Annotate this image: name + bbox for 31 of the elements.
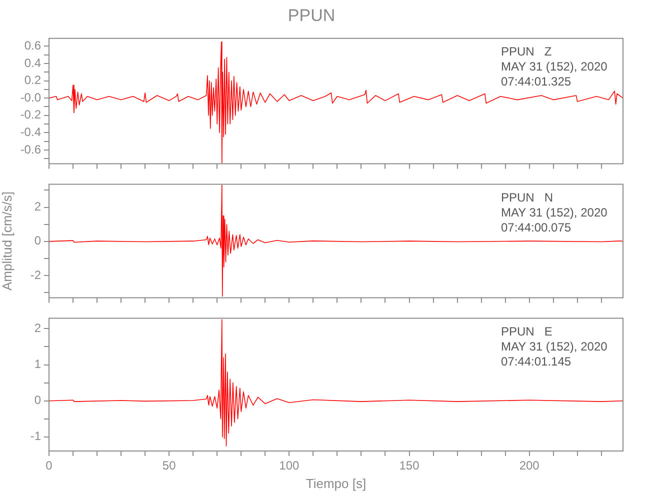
- x-tick-label: 200: [519, 458, 540, 473]
- y-tick-label: -1: [30, 429, 42, 444]
- annotation: PPUN E: [501, 324, 552, 339]
- annotation: MAY 31 (152), 2020: [501, 340, 608, 354]
- x-tick-label: 150: [399, 458, 420, 473]
- x-tick-label: 0: [46, 458, 53, 473]
- annotation: PPUN Z: [501, 44, 552, 59]
- x-axis-title: Tiempo [s]: [306, 476, 366, 491]
- y-tick-label: 2: [34, 320, 42, 335]
- annotation: 07:44:01.145: [501, 354, 572, 369]
- y-tick-label: 2: [34, 200, 42, 214]
- annotation: 07:44:00.075: [501, 220, 572, 235]
- x-tick-label: 100: [279, 458, 300, 473]
- y-tick-label: -0.4: [20, 124, 42, 139]
- y-tick-label: 0.2: [24, 73, 42, 88]
- y-tick-label: 0.6: [24, 38, 42, 52]
- y-tick-label: 0.4: [24, 56, 42, 70]
- y-tick-label: 1: [34, 357, 42, 372]
- y-axis-title: Amplitud [cm/s/s]: [0, 192, 14, 290]
- annotation: 07:44:01.325: [501, 74, 572, 89]
- annotation: MAY 31 (152), 2020: [501, 60, 608, 74]
- y-tick-label: -0.0: [20, 90, 42, 104]
- annotation: PPUN N: [501, 190, 554, 205]
- annotation: MAY 31 (152), 2020: [501, 206, 608, 220]
- y-tick-label: 0: [34, 393, 42, 408]
- y-tick-label: -0.6: [20, 142, 42, 156]
- y-tick-label: -2: [30, 268, 42, 282]
- x-tick-label: 50: [162, 458, 176, 473]
- chart-title: PPUN: [288, 6, 336, 25]
- y-tick-label: -0.2: [20, 108, 42, 122]
- y-tick-label: 0: [34, 234, 42, 248]
